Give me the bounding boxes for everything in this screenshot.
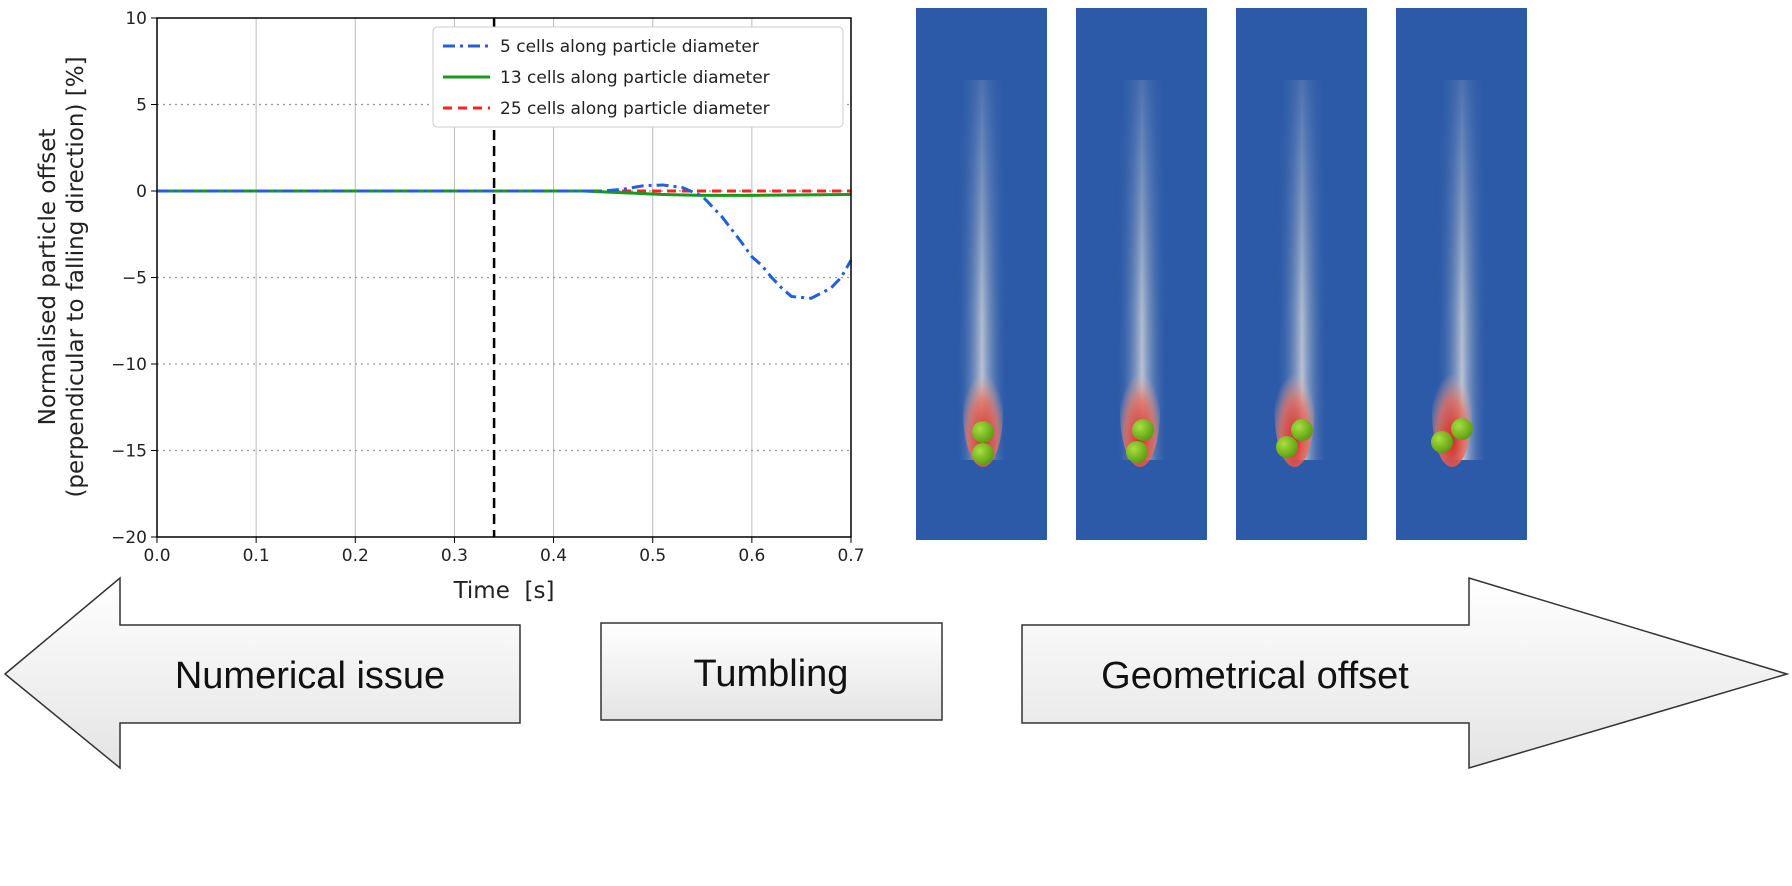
- series-lines: [157, 183, 853, 300]
- arrow-right-label: Geometrical offset: [1101, 655, 1409, 697]
- y-axis-label-line1: Normalised particle offset: [35, 129, 61, 426]
- particle: [1132, 419, 1154, 441]
- x-tick-label: 0.3: [441, 546, 468, 566]
- legend: 5 cells along particle diameter 13 cells …: [432, 26, 844, 128]
- particle: [1291, 419, 1313, 441]
- x-tick-label: 0.5: [639, 546, 666, 566]
- particle: [1451, 418, 1473, 440]
- simulation-panel: [1236, 8, 1367, 540]
- series-line: [157, 183, 853, 300]
- y-tick-label: 5: [136, 96, 147, 116]
- y-tick-label: −20: [111, 528, 147, 548]
- arrow-right: Geometrical offset: [1021, 576, 1790, 770]
- y-tick-label: 0: [136, 182, 147, 202]
- simulation-panel: [1396, 8, 1527, 540]
- y-axis-label-line2: (perpendicular to falling direction) [%]: [63, 56, 89, 497]
- legend-label: 5 cells along particle diameter: [500, 37, 759, 57]
- y-tick-label: −10: [111, 355, 147, 375]
- arrow-middle-label: Tumbling: [694, 653, 849, 695]
- x-tick-label: 0.4: [540, 546, 567, 566]
- ticks: 0.0 0.1 0.2 0.3 0.4 0.5 0.6 0.7 10 5 0 −5 −10 −15 −20: [111, 9, 864, 566]
- particle: [1126, 441, 1148, 463]
- particle: [1431, 431, 1453, 453]
- particle: [972, 443, 994, 465]
- legend-label: 13 cells along particle diameter: [500, 68, 770, 88]
- arrow-middle-box: Tumbling: [600, 622, 943, 721]
- simulation-panel: [1076, 8, 1207, 540]
- x-tick-label: 0.7: [837, 546, 864, 566]
- arrow-left-label: Numerical issue: [175, 655, 445, 697]
- particle: [1276, 436, 1298, 458]
- simulation-panel: [916, 8, 1047, 540]
- legend-label: 25 cells along particle diameter: [500, 99, 770, 119]
- x-tick-label: 0.0: [143, 546, 170, 566]
- y-tick-label: −15: [111, 442, 147, 462]
- x-tick-label: 0.6: [738, 546, 765, 566]
- y-tick-label: 10: [125, 9, 147, 29]
- x-tick-label: 0.1: [243, 546, 270, 566]
- offset-chart: 0.0 0.1 0.2 0.3 0.4 0.5 0.6 0.71050−5−10−15−20 …: [35, 9, 865, 604]
- particle: [972, 421, 994, 443]
- x-axis-label: Time [s]: [453, 578, 555, 604]
- y-tick-label: −5: [122, 269, 147, 289]
- x-tick-label: 0.2: [342, 546, 369, 566]
